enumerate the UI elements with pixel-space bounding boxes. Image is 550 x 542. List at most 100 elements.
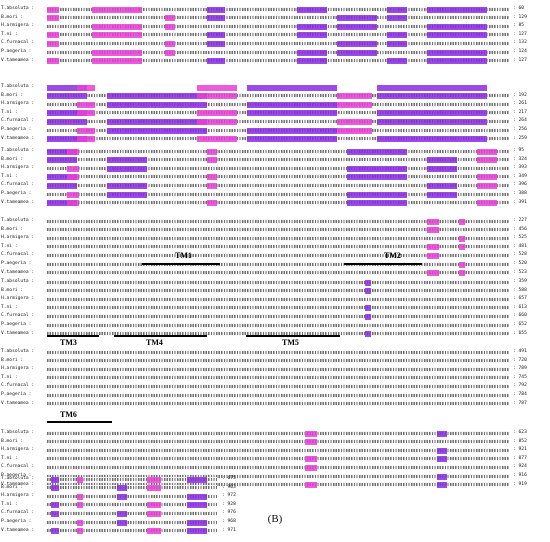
species-label: P.aegeria :: [1, 473, 32, 478]
sequence-track: [47, 313, 509, 320]
highlight-segment: [297, 6, 327, 13]
species-label: H.armigera :: [1, 493, 35, 499]
highlight-segment: [337, 15, 377, 22]
highlight-segment: [427, 218, 439, 225]
highlight-segment: [47, 182, 77, 189]
residue-count: : 588: [513, 287, 527, 293]
residue-count: : 396: [513, 182, 527, 188]
alignment-row: P.aegeria :: 388: [0, 191, 550, 198]
alignment-row: P.aegeria :: 968: [0, 519, 550, 526]
alignment-row: C.furnacal :: 396: [0, 182, 550, 189]
highlight-segment: [437, 447, 447, 454]
highlight-segment: [165, 15, 175, 22]
highlight-segment: [387, 15, 407, 22]
residue-count: : 613: [513, 304, 527, 310]
residue-count: : 261: [513, 101, 527, 107]
species-label: T.absoluta :: [1, 148, 35, 153]
sequence-track: [47, 519, 217, 526]
highlight-segment: [107, 182, 147, 189]
sequence-track: [47, 349, 509, 355]
highlight-segment: [337, 101, 372, 108]
residue-count: : 660: [513, 313, 527, 319]
highlight-segment: [165, 23, 175, 30]
sequence-track: [47, 366, 509, 372]
highlight-segment: [67, 200, 79, 207]
highlight-segment: [165, 40, 175, 47]
residue-count: : 60: [513, 6, 525, 11]
highlight-segment: [77, 101, 95, 108]
highlight-segment: [347, 191, 407, 198]
residue-count: : 852: [513, 438, 527, 444]
species-label: V.tameamea :: [1, 199, 35, 205]
highlight-segment: [459, 244, 465, 251]
alignment-row: P.aegeria :: 124: [0, 49, 550, 56]
residue-count: : 971: [222, 527, 236, 533]
species-label: B.mori :: [1, 14, 24, 20]
alignment-row: V.tameamea :: 127: [0, 57, 550, 65]
highlight-segment: [365, 313, 371, 320]
highlight-segment: [207, 58, 225, 65]
residue-count: : 921: [513, 447, 527, 453]
tm5-label: TM5: [282, 338, 299, 347]
species-label: T.absoluta :: [1, 476, 35, 481]
alignment-row: B.mori :: 192: [0, 93, 550, 100]
highlight-segment: [477, 148, 497, 155]
highlight-segment: [347, 174, 407, 181]
sequence-track: [47, 485, 217, 492]
residue-count: : 903: [222, 484, 236, 490]
highlight-segment: [377, 93, 487, 100]
alignment-row: V.tameamea :: 523: [0, 269, 550, 277]
sequence-track: [47, 252, 509, 259]
highlight-segment: [477, 157, 497, 164]
residue-count: : 124: [513, 49, 527, 54]
highlight-segment: [67, 148, 79, 155]
species-label: C.furnacal :: [1, 313, 35, 319]
highlight-segment: [387, 32, 407, 39]
highlight-segment: [107, 191, 147, 198]
residue-count: : 657: [513, 296, 527, 302]
alignment-row: H.armigera :: 657: [0, 296, 550, 302]
species-label: V.tameamea :: [1, 269, 35, 275]
highlight-segment: [207, 174, 217, 181]
alignment-row: T.absoluta :: 491: [0, 349, 550, 355]
alignment-row: P.aegeria :: 652: [0, 322, 550, 328]
alignment-row: C.furnacal :: 132: [0, 40, 550, 47]
sequence-track: [47, 110, 509, 117]
sequence-track: [47, 174, 509, 181]
residue-count: : 127: [513, 57, 527, 63]
sequence-track: [47, 235, 509, 242]
residue-count: : 264: [513, 118, 527, 124]
highlight-segment: [207, 200, 217, 207]
alignment-row: H.armigera :: 525: [0, 235, 550, 242]
tm4-bar: [114, 335, 207, 337]
alignment-row: T.absoluta :: 60: [0, 6, 550, 13]
alignment-row: B.mori :: 852: [0, 438, 550, 446]
alignment-row: P.aegeria :: 784: [0, 392, 550, 398]
sequence-track: [47, 383, 509, 389]
sequence-track: [47, 331, 509, 338]
highlight-segment: [51, 502, 59, 509]
residue-count: : 85: [513, 23, 525, 29]
highlight-segment: [459, 235, 465, 242]
highlight-segment: [197, 110, 237, 117]
alignment-row: B.mori :: 720: [0, 358, 550, 364]
alignment-row: H.armigera :: 972: [0, 493, 550, 500]
residue-count: : 924: [513, 464, 527, 470]
species-label: T.ni :: [1, 304, 18, 310]
highlight-segment: [107, 165, 147, 172]
highlight-segment: [197, 136, 237, 143]
sequence-track: [47, 279, 509, 286]
species-label: C.furnacal :: [1, 383, 35, 389]
species-label: H.armigera :: [1, 23, 35, 29]
species-label: C.furnacal :: [1, 40, 35, 46]
highlight-segment: [47, 93, 87, 100]
residue-count: : 528: [513, 252, 527, 258]
residue-count: : 359: [513, 279, 527, 284]
residue-count: : 227: [513, 218, 527, 223]
sequence-track: [47, 476, 217, 483]
sequence-track: [47, 322, 509, 328]
species-label: C.furnacal :: [1, 464, 35, 470]
sequence-track: [47, 502, 217, 509]
residue-count: : 968: [222, 519, 236, 524]
highlight-segment: [247, 84, 337, 91]
